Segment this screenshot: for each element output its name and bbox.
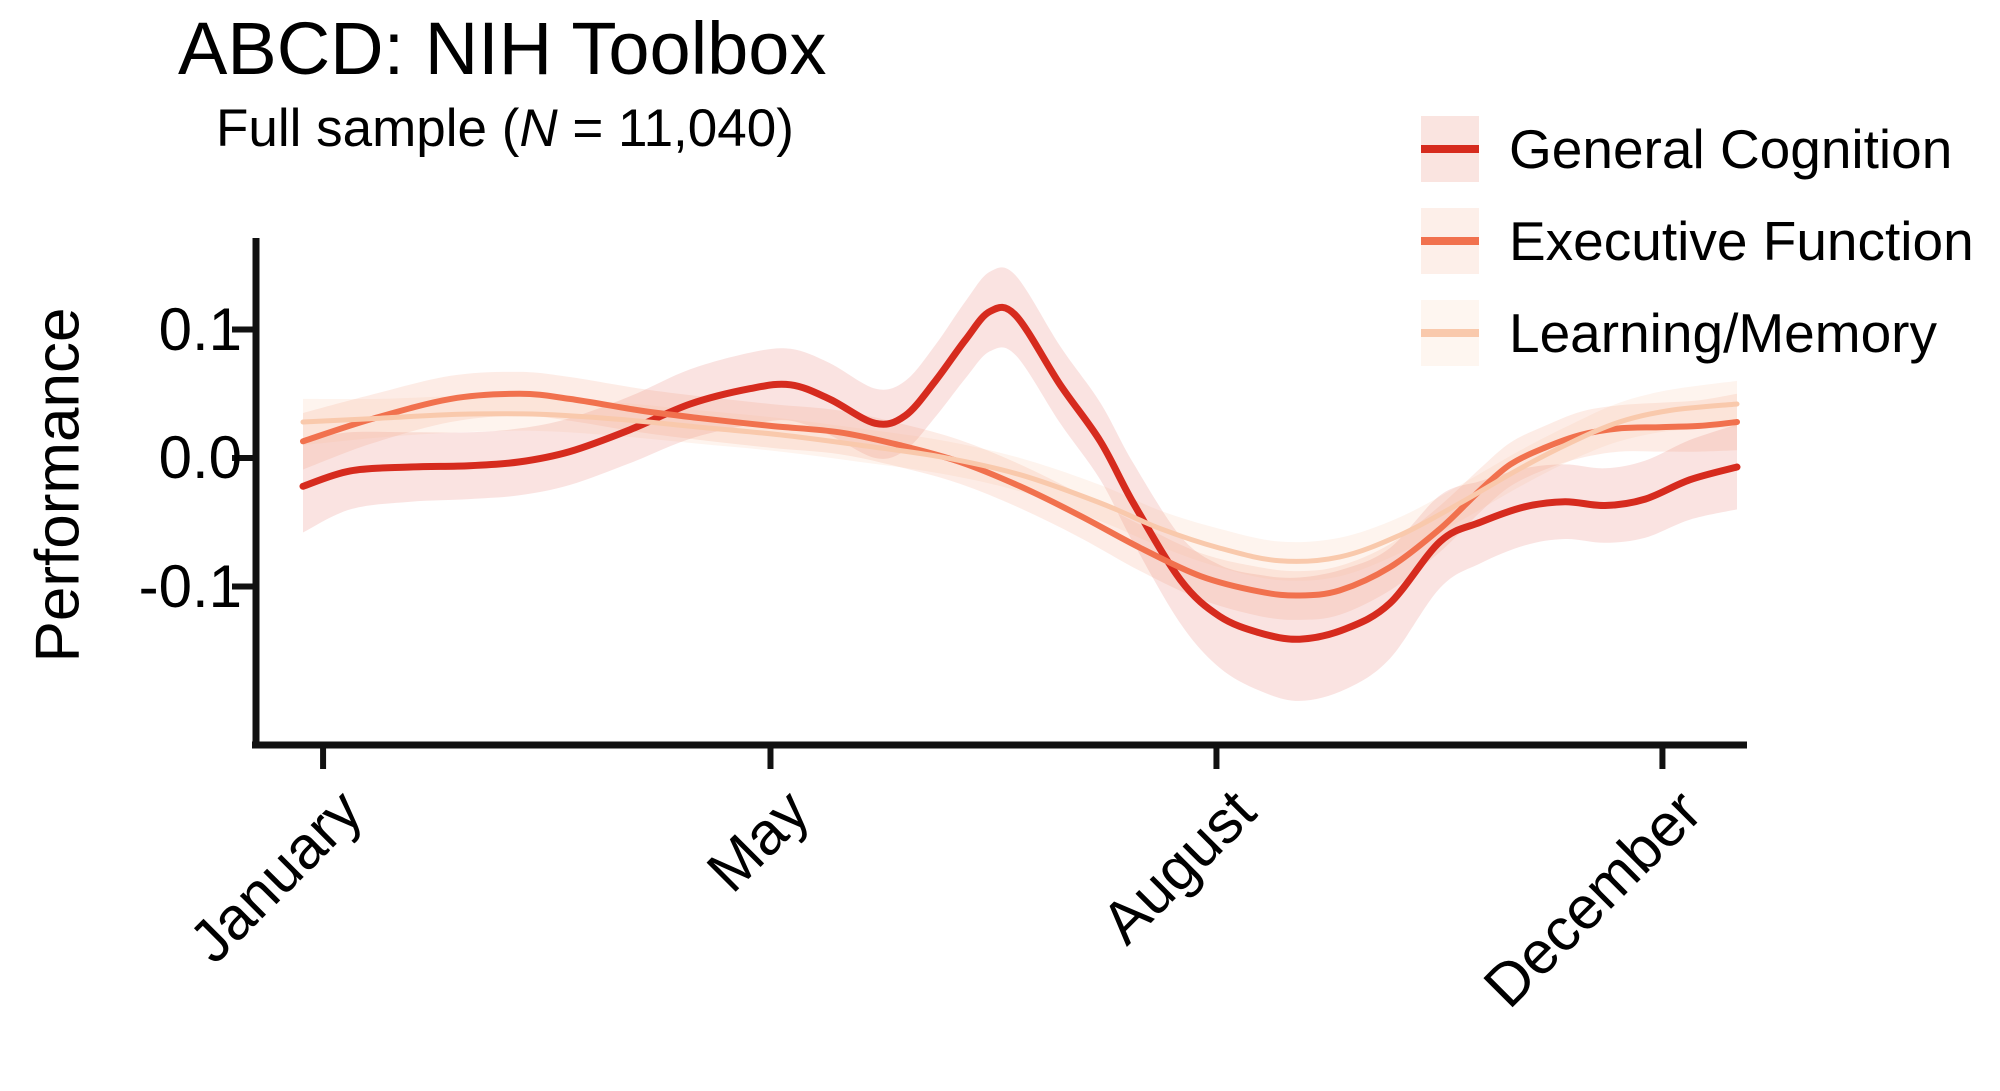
legend-item-learning-memory: Learning/Memory (1421, 300, 1974, 366)
y-tick-label: 0.0 (158, 424, 242, 491)
series-line-learning-memory (300, 401, 1740, 564)
legend-key-swatch (1421, 300, 1479, 366)
ribbon-learning-memory (303, 380, 1737, 581)
series-line-executive-function (300, 390, 1740, 599)
legend-item-label: Executive Function (1509, 210, 1974, 272)
legend-key-swatch (1421, 208, 1479, 274)
legend-item-label: Learning/Memory (1509, 302, 1937, 364)
y-tick-label: 0.1 (158, 295, 242, 363)
series-line-general-cognition (299, 303, 1741, 643)
legend-item-executive-function: Executive Function (1421, 208, 1974, 274)
legend-item-label: General Cognition (1509, 118, 1953, 180)
legend-line-sample (1421, 329, 1479, 337)
y-tick-label: -0.1 (138, 552, 242, 620)
subtitle-prefix: Full sample ( (216, 99, 520, 158)
legend-key-swatch (1421, 116, 1479, 182)
chart-subtitle: Full sample (N = 11,040) (216, 99, 794, 158)
legend-line-sample (1421, 237, 1479, 245)
subtitle-n-symbol: N (519, 99, 558, 158)
legend: General Cognition Executive Function Lea… (1421, 116, 1974, 366)
subtitle-suffix: = 11,040) (557, 99, 794, 158)
ribbon-executive-function (303, 371, 1737, 620)
legend-line-sample (1421, 145, 1479, 153)
legend-item-general-cognition: General Cognition (1421, 116, 1974, 182)
ribbon-general-cognition (303, 267, 1737, 701)
chart-title: ABCD: NIH Toolbox (178, 7, 827, 90)
